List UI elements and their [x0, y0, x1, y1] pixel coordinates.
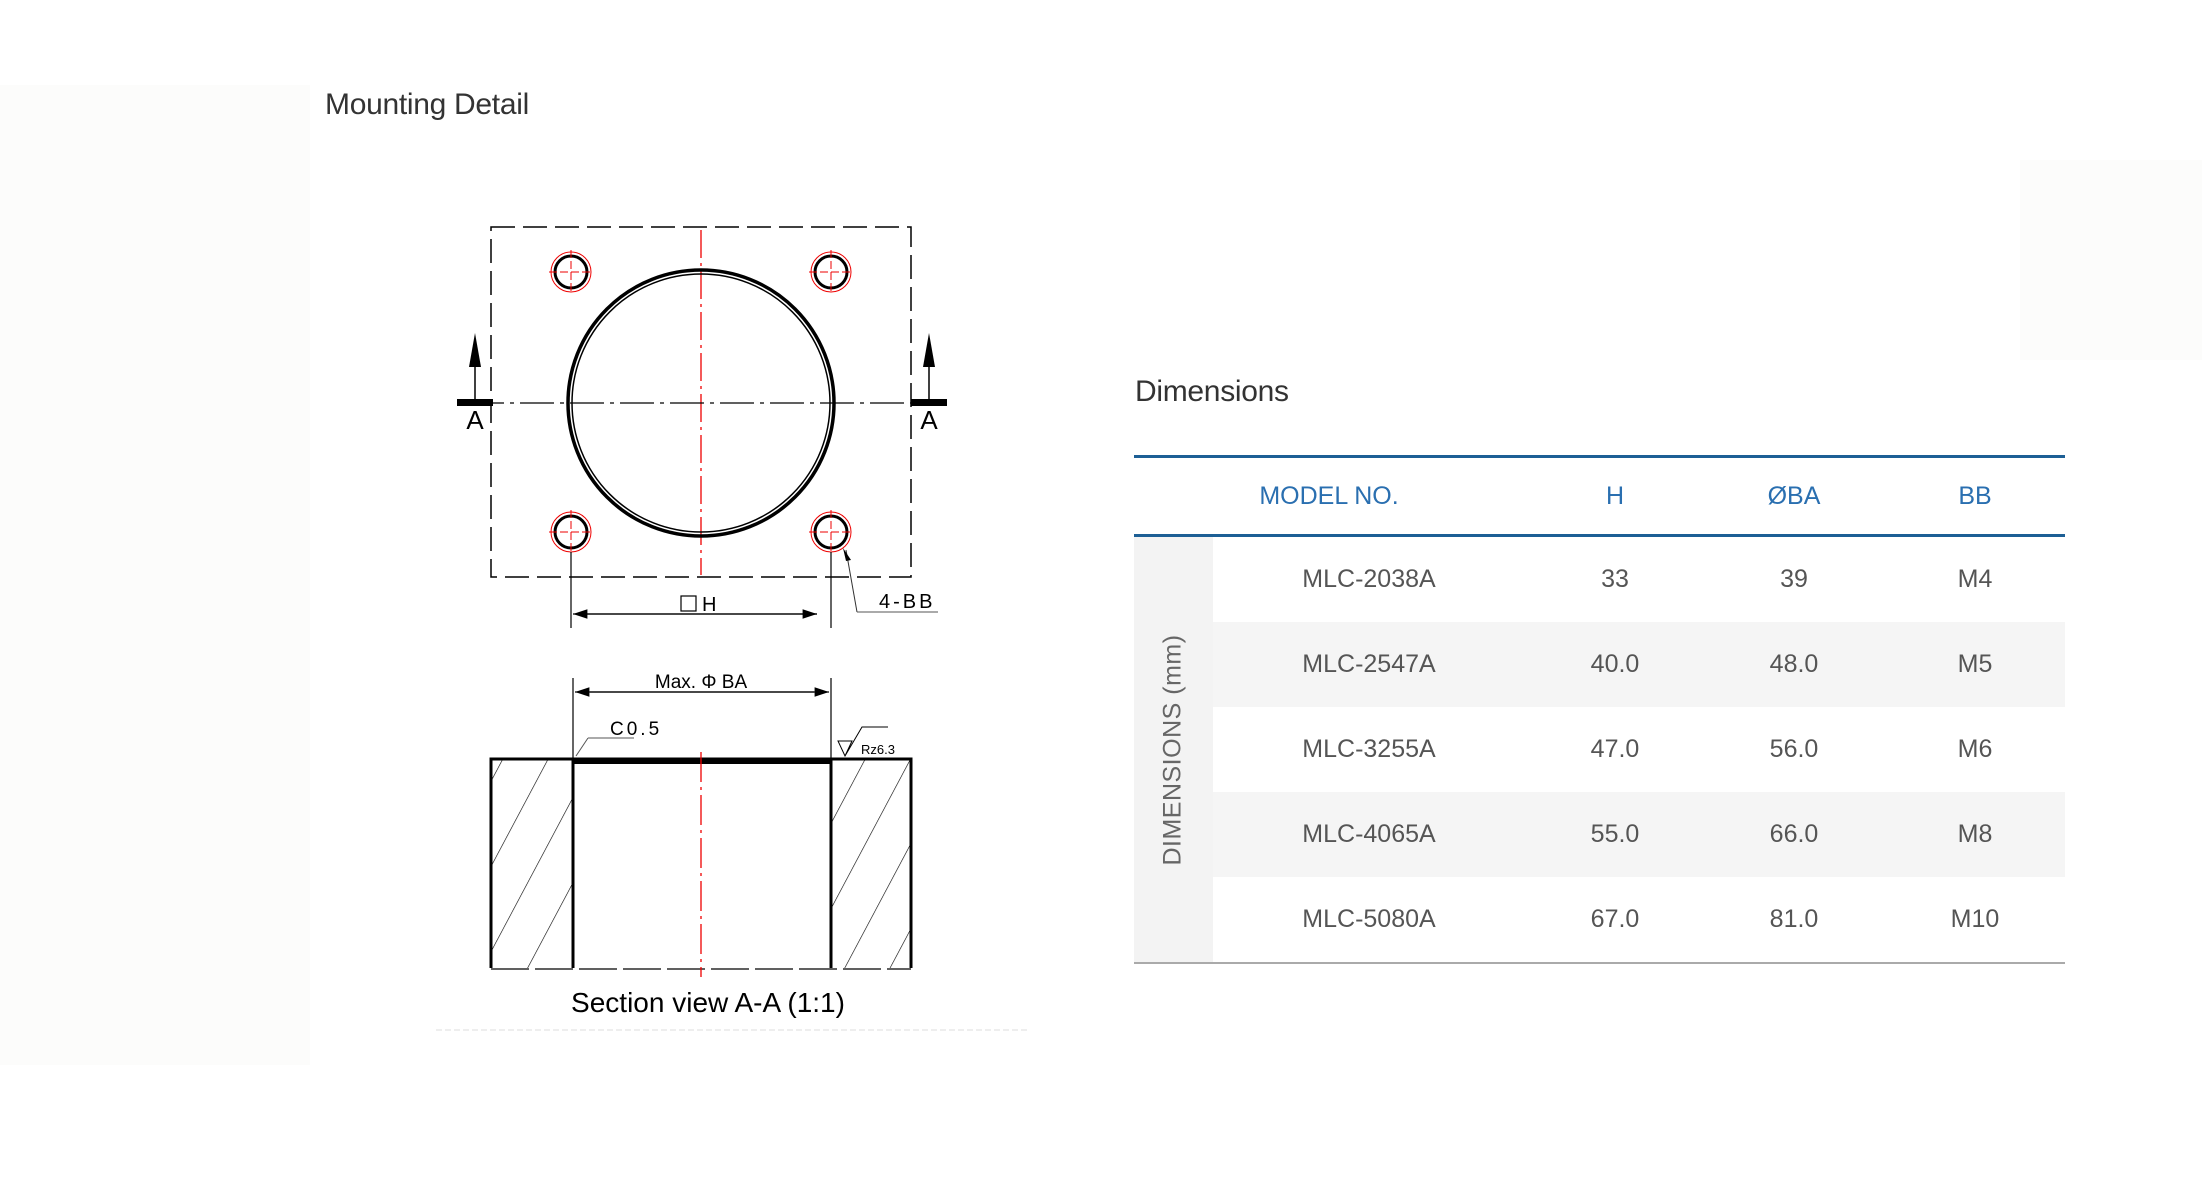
column-header-model: MODEL NO. [1259, 482, 1399, 510]
svg-text:C0.5: C0.5 [610, 719, 662, 740]
table-row: MLC-2547A 40.0 48.0 M5 [1213, 622, 2065, 707]
bolt-holes [549, 250, 853, 554]
table-row: MLC-3255A 47.0 56.0 M6 [1213, 707, 2065, 792]
side-label: DIMENSIONS (mm) [1158, 633, 1187, 866]
section-caption: Section view A-A (1:1) [571, 987, 845, 1018]
wall-left-hatch [491, 759, 573, 968]
table-row: MLC-5080A 67.0 81.0 M10 [1213, 877, 2065, 962]
bore-circle-inner [571, 273, 831, 533]
cell-model: MLC-4065A [1302, 820, 1436, 848]
svg-text:Rz6.3: Rz6.3 [861, 742, 895, 757]
cell-bb: M6 [1957, 735, 1993, 763]
dimensions-table: MODEL NO. H ØBA BB DIMENSIONS (mm) MLC-2… [1134, 455, 2065, 964]
cell-ba: 39 [1780, 565, 1808, 593]
table-row: MLC-4065A 55.0 66.0 M8 [1213, 792, 2065, 877]
column-header-bb: BB [1958, 482, 1992, 510]
bolt-callout: 4-BB [843, 548, 938, 613]
bore-circle [566, 268, 836, 538]
wall-right-hatch [831, 759, 911, 968]
cell-h: 33 [1601, 565, 1629, 593]
cell-h: 55.0 [1590, 820, 1640, 848]
cell-h: 40.0 [1590, 650, 1640, 678]
side-header: DIMENSIONS (mm) [1134, 537, 1213, 962]
cell-ba: 66.0 [1769, 820, 1819, 848]
cell-model: MLC-3255A [1302, 735, 1436, 763]
cell-h: 67.0 [1590, 905, 1640, 933]
cell-h: 47.0 [1590, 735, 1640, 763]
cell-ba: 56.0 [1769, 735, 1819, 763]
cell-model: MLC-5080A [1302, 905, 1436, 933]
mounting-detail-title: Mounting Detail [325, 88, 529, 121]
table-body: DIMENSIONS (mm) MLC-2038A 33 39 M4 MLC-2… [1134, 537, 2065, 964]
left-panel-bg [0, 85, 310, 1065]
cell-ba: 48.0 [1769, 650, 1819, 678]
svg-text:Max. Φ BA: Max. Φ BA [655, 672, 748, 693]
chamfer-callout: C0.5 [575, 719, 662, 757]
square-symbol [680, 595, 697, 612]
section-marker-right: A [911, 333, 947, 435]
table-header: MODEL NO. H ØBA BB [1134, 455, 2065, 537]
svg-text:A: A [466, 405, 484, 435]
dimensions-title: Dimensions [1135, 375, 1289, 408]
top-view: A A H 4-BB [457, 226, 947, 628]
right-panel-bg [2020, 160, 2202, 360]
cell-model: MLC-2038A [1302, 565, 1436, 593]
cell-bb: M8 [1957, 820, 1993, 848]
section-view: Max. Φ BA C0.5 Rz6.3 Section view A-A (1… [436, 672, 1028, 1031]
dimension-h: H [570, 552, 832, 628]
column-header-h: H [1605, 482, 1625, 510]
cell-bb: M4 [1957, 565, 1993, 593]
svg-text:A: A [920, 405, 938, 435]
cell-model: MLC-2547A [1302, 650, 1436, 678]
column-header-ba: ØBA [1767, 482, 1821, 510]
section-marker-left: A [457, 333, 493, 435]
cell-ba: 81.0 [1769, 905, 1819, 933]
cell-bb: M5 [1957, 650, 1993, 678]
table-row: MLC-2038A 33 39 M4 [1213, 537, 2065, 622]
svg-text:H: H [702, 594, 716, 616]
cell-bb: M10 [1950, 905, 2000, 933]
dimension-ba: Max. Φ BA [572, 672, 832, 760]
svg-text:4-BB: 4-BB [879, 591, 935, 613]
roughness-symbol: Rz6.3 [837, 726, 895, 758]
